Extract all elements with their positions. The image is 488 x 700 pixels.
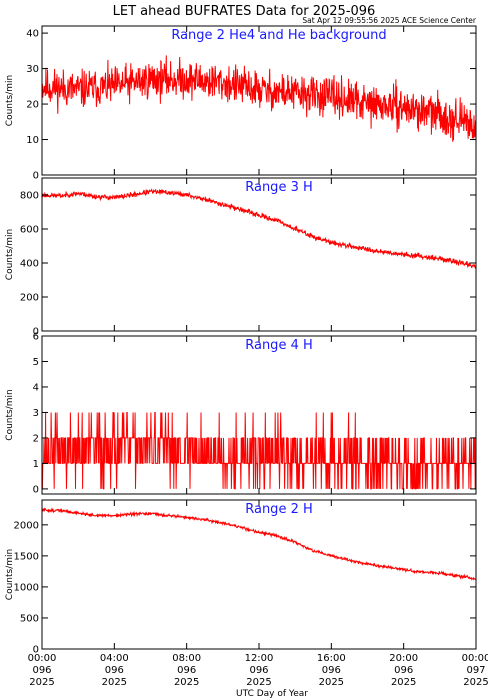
y-tick-label: 500 [20, 613, 39, 624]
series-line [42, 412, 476, 490]
y-tick-label: 400 [20, 259, 39, 270]
y-tick-label: 0 [33, 171, 39, 182]
panel-title: Range 2 H [245, 502, 313, 517]
y-axis-label: Counts/min [5, 75, 15, 126]
figure-title: LET ahead BUFRATES Data for 2025-096 [113, 4, 376, 19]
y-tick-label: 1000 [14, 582, 39, 593]
y-tick-label: 2 [33, 433, 39, 444]
x-tick-label: 2025 [246, 677, 271, 688]
y-axis-label: Counts/min [5, 549, 15, 600]
x-axis-label: UTC Day of Year [236, 689, 308, 699]
y-tick-label: 2000 [14, 520, 39, 531]
y-tick-label: 10 [26, 135, 39, 146]
x-tick-label: 2025 [29, 677, 54, 688]
x-tick-label: 2025 [391, 677, 416, 688]
x-tick-label: 08:00 [172, 653, 201, 664]
x-tick-label: 04:00 [100, 653, 129, 664]
x-axis-labels: 00:00096202504:00096202508:00096202512:0… [28, 653, 488, 688]
series-line [42, 55, 476, 142]
x-tick-label: 096 [105, 665, 124, 676]
y-tick-label: 20 [26, 100, 39, 111]
chart-panel-2: 0 200 400 600 800 Counts/min Range 3 H [5, 177, 477, 338]
x-tick-label: 2025 [102, 677, 127, 688]
x-tick-label: 2025 [174, 677, 199, 688]
y-tick-label: 0 [33, 327, 39, 338]
x-tick-label: 2025 [463, 677, 488, 688]
timestamp: Sat Apr 12 09:55:56 2025 ACE Science Cen… [302, 16, 476, 25]
x-tick-label: 096 [322, 665, 341, 676]
y-tick-label: 0 [33, 484, 39, 495]
y-tick-label: 800 [20, 191, 39, 202]
y-tick-label: 1500 [14, 551, 39, 562]
x-tick-label: 096 [394, 665, 413, 676]
y-tick-label: 6 [33, 332, 39, 343]
plot-frame [41, 499, 477, 650]
y-tick-label: 600 [20, 225, 39, 236]
y-tick-label: 5 [33, 357, 39, 368]
series-line [42, 188, 476, 270]
x-tick-label: 20:00 [389, 653, 418, 664]
y-tick-label: 4 [33, 382, 39, 393]
x-tick-label: 00:00 [28, 653, 57, 664]
x-tick-label: 12:00 [245, 653, 274, 664]
x-tick-label: 097 [466, 665, 485, 676]
panel-title: Range 3 H [245, 180, 313, 195]
y-axis-label: Counts/min [5, 389, 15, 440]
x-tick-label: 096 [249, 665, 268, 676]
y-tick-label: 0 [33, 645, 39, 656]
y-tick-label: 200 [20, 293, 39, 304]
panel-title: Range 2 He4 and He background [171, 28, 386, 43]
panel-title: Range 4 H [245, 338, 313, 353]
y-axis-label: Counts/min [5, 229, 15, 280]
series-line [42, 507, 476, 581]
x-tick-label: 2025 [319, 677, 344, 688]
y-tick-label: 40 [26, 29, 39, 40]
chart-panel-1: 0 10 20 30 40 Counts/min Range 2 He4 and He ba… [5, 25, 477, 182]
y-tick-label: 30 [26, 64, 39, 75]
x-tick-label: 00:00 [462, 653, 488, 664]
chart-panel-4: 0 500 1000 1500 2000 Counts/min Range 2 H [5, 499, 477, 656]
x-tick-label: 16:00 [317, 653, 346, 664]
chart-panel-3: 0 1 2 3 4 5 6 Counts/min Range 4 H [5, 332, 477, 495]
x-tick-label: 096 [32, 665, 51, 676]
y-tick-label: 3 [33, 408, 39, 419]
x-tick-label: 096 [177, 665, 196, 676]
y-tick-label: 1 [33, 459, 39, 470]
